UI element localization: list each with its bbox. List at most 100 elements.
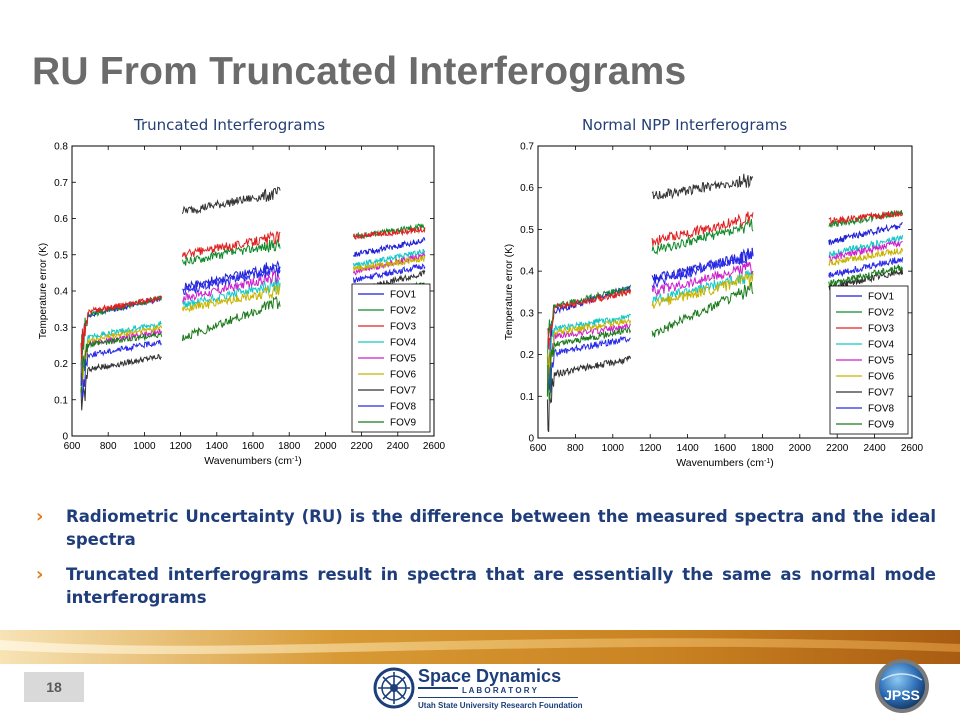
- x-tick-label: 2000: [789, 443, 812, 454]
- x-tick-label: 2600: [423, 441, 446, 452]
- series-line-fov3: [546, 288, 632, 350]
- logo-foundation-text: Utah State University Research Foundatio…: [418, 701, 583, 710]
- legend-label: FOV9: [868, 420, 895, 431]
- space-dynamics-laboratory-logo: Space Dynamics L A B O R A T O R Y Utah …: [373, 666, 583, 710]
- y-axis-label: Temperature error (K): [38, 243, 49, 339]
- series-line-fov6: [181, 284, 281, 313]
- x-tick-label: 800: [567, 443, 584, 454]
- jpss-text: JPSS: [884, 687, 920, 703]
- series-line-fov9: [651, 281, 754, 338]
- y-tick-label: 0: [528, 434, 534, 445]
- bullet-text-truncated-result: Truncated interferograms result in spect…: [66, 565, 936, 607]
- series-line-fov9: [80, 332, 163, 393]
- x-tick-label: 1200: [169, 441, 192, 452]
- y-tick-label: 0.2: [520, 350, 534, 361]
- series-line-fov3: [651, 211, 754, 246]
- y-tick-label: 0.3: [520, 308, 534, 319]
- truncated-interferograms-chart: 600 800 1000 1200 1400 1600 1800 2000 2200 2400 26…: [38, 142, 446, 468]
- series-line-fov2: [651, 218, 754, 256]
- series-line-fov7: [181, 186, 281, 215]
- logo-name-text: Space Dynamics: [418, 666, 561, 686]
- x-tick-label: 1800: [278, 441, 301, 452]
- bullet-text-ru-definition: Radiometric Uncertainty (RU) is the diff…: [66, 507, 936, 549]
- y-tick-label: 0.8: [54, 142, 68, 153]
- series-line-fov7: [651, 173, 754, 200]
- bullet-list: › Radiometric Uncertainty (RU) is the di…: [36, 505, 936, 621]
- series-line-fov5: [546, 321, 631, 386]
- series-line-fov3: [353, 226, 426, 241]
- series-line-fov1: [353, 236, 426, 258]
- series-line-fov1: [182, 260, 281, 292]
- x-tick-label: 1400: [206, 441, 229, 452]
- x-tick-label: 1600: [714, 443, 737, 454]
- x-tick-label: 600: [64, 441, 81, 452]
- legend-label: FOV1: [390, 290, 417, 301]
- legend-label: FOV2: [390, 306, 417, 317]
- x-tick-label: 2000: [314, 441, 337, 452]
- series-line-fov7: [546, 355, 632, 433]
- legend-label: FOV4: [390, 338, 417, 349]
- series-line-fov4: [181, 276, 281, 308]
- series-line-fov5: [181, 271, 281, 304]
- y-tick-label: 0.2: [54, 359, 68, 370]
- y-tick-label: 0.6: [54, 214, 68, 225]
- series-line-fov6: [353, 255, 426, 271]
- x-tick-label: 1000: [133, 441, 156, 452]
- legend-label: FOV3: [868, 324, 895, 335]
- legend-label: FOV5: [390, 354, 417, 365]
- series-line-fov8: [182, 264, 281, 296]
- y-tick-label: 0: [62, 432, 68, 443]
- series-line-fov6: [828, 247, 904, 266]
- legend-label: FOV6: [868, 372, 895, 383]
- legend-label: FOV2: [868, 308, 895, 319]
- series-line-fov3: [80, 295, 163, 362]
- chart-title-normal: Normal NPP Interferograms: [582, 116, 788, 134]
- x-axis-label: Wavenumbers (cm-1): [204, 455, 301, 467]
- x-tick-label: 2600: [901, 443, 924, 454]
- series-line-fov8: [353, 263, 426, 284]
- series-line-fov5: [651, 261, 754, 297]
- series-line-fov2: [546, 284, 632, 367]
- legend-label: FOV4: [868, 340, 895, 351]
- y-tick-label: 0.5: [54, 250, 68, 261]
- x-tick-label: 1200: [639, 443, 662, 454]
- legend-label: FOV9: [390, 418, 417, 429]
- legend-label: FOV6: [390, 370, 417, 381]
- x-tick-label: 800: [100, 441, 117, 452]
- footer-bar: [0, 664, 960, 720]
- x-tick-label: 2200: [826, 443, 849, 454]
- series-line-fov9: [181, 295, 281, 342]
- legend-label: FOV7: [390, 386, 417, 397]
- x-tick-label: 1400: [676, 443, 699, 454]
- bullet-item: › Truncated interferograms result in spe…: [36, 563, 936, 609]
- decorative-gold-band: [0, 630, 960, 664]
- series-line-fov9: [828, 264, 904, 288]
- series-line-fov2: [181, 238, 281, 266]
- y-tick-label: 0.6: [520, 183, 534, 194]
- normal-npp-interferograms-chart: 600 800 1000 1200 1400 1600 1800 2000 2200 2400 26…: [504, 142, 924, 470]
- x-tick-label: 2200: [350, 441, 373, 452]
- series-line-fov3: [828, 209, 903, 226]
- x-tick-label: 1600: [242, 441, 265, 452]
- x-tick-label: 600: [530, 443, 547, 454]
- legend-label: FOV5: [868, 356, 895, 367]
- y-tick-label: 0.3: [54, 323, 68, 334]
- jpss-badge-logo: JPSS: [875, 659, 929, 713]
- chart-title-truncated: Truncated Interferograms: [134, 116, 326, 134]
- series-line-fov3: [181, 230, 281, 260]
- y-axis-label: Temperature error (K): [504, 244, 515, 340]
- series-line-fov5: [353, 251, 426, 276]
- x-tick-label: 2400: [863, 443, 886, 454]
- series-line-fov8: [651, 247, 754, 289]
- series-line-fov4: [80, 320, 162, 379]
- legend-label: FOV7: [868, 388, 895, 399]
- y-tick-label: 0.1: [520, 392, 534, 403]
- y-tick-label: 0.5: [520, 225, 534, 236]
- series-line-fov6: [80, 324, 163, 393]
- x-tick-label: 2400: [387, 441, 410, 452]
- series-line-fov4: [546, 313, 632, 387]
- series-line-fov8: [546, 335, 631, 393]
- logo-lab-text: L A B O R A T O R Y: [462, 686, 538, 695]
- x-tick-label: 1000: [602, 443, 625, 454]
- series-line-fov6: [546, 318, 632, 395]
